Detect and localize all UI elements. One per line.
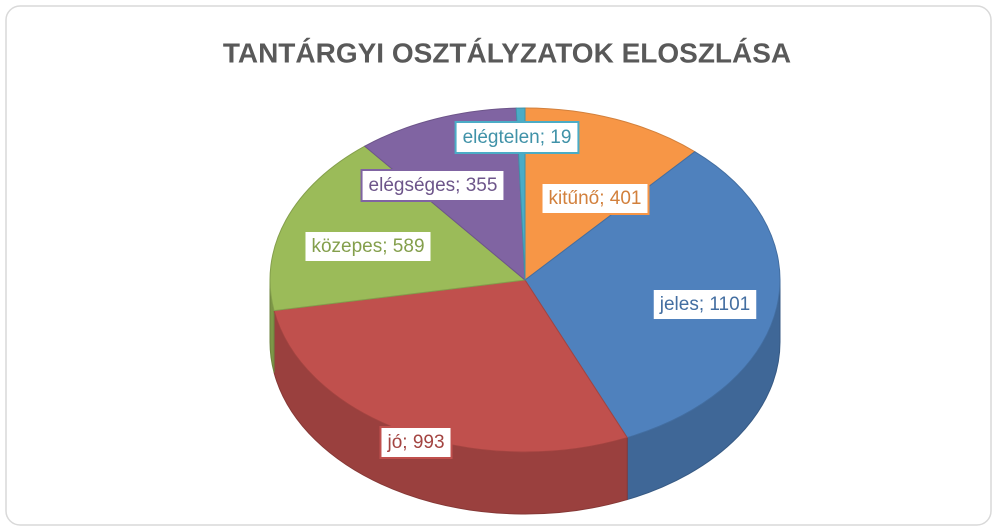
chart-title: TANTÁRGYI OSZTÁLYZATOK ELOSZLÁSA [223, 37, 791, 68]
label-box [540, 182, 650, 215]
label-box [651, 288, 759, 321]
data-labels: kitűnő; 401 jeles; 1101 jó; 993 közepes; 58… [303, 121, 759, 459]
data-label: elégtelen; 19 [463, 127, 572, 148]
data-label: elégséges; 355 [369, 175, 498, 196]
data-label: közepes; 589 [311, 236, 424, 257]
label-box [303, 230, 433, 263]
data-label: kitűnő; 401 [549, 188, 642, 209]
data-label: jó; 993 [386, 432, 444, 453]
data-label: jeles; 1101 [659, 294, 751, 315]
label-box [360, 169, 506, 202]
pie-tops [269, 107, 781, 453]
label-box [379, 426, 453, 459]
pie-slice [269, 145, 527, 312]
label-box [454, 121, 580, 154]
